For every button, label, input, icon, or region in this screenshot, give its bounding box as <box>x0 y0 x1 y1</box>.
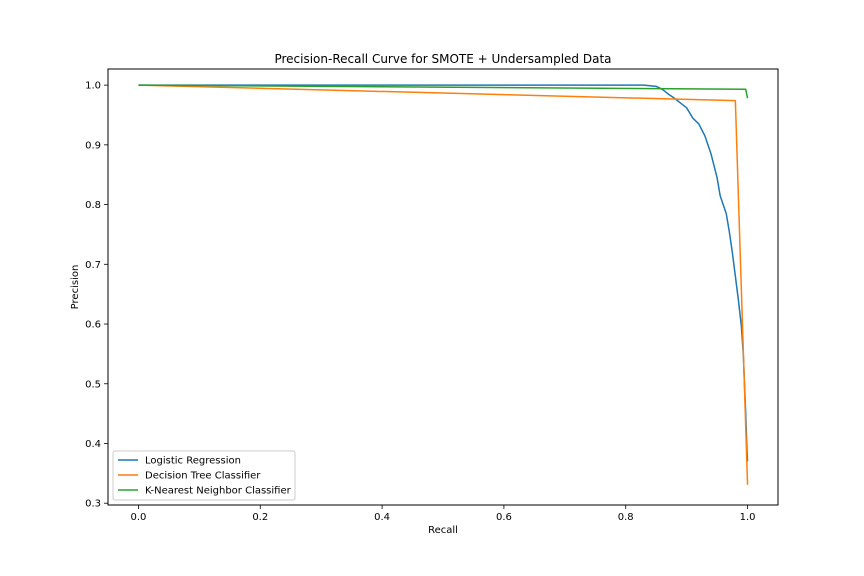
x-tick-label: 0.8 <box>618 512 634 523</box>
y-tick-label: 0.3 <box>85 499 101 510</box>
x-tick-label: 0.6 <box>496 512 512 523</box>
x-axis-label: Recall <box>428 525 458 536</box>
series-line-k-nearest-neighbor-classifier <box>138 84 749 99</box>
y-tick-label: 0.8 <box>85 200 101 211</box>
plot-frame <box>107 68 779 506</box>
legend-label: Logistic Regression <box>145 456 241 467</box>
x-tick-label: 0.4 <box>374 512 390 523</box>
y-axis: 0.3 0.4 0.5 0.6 0.7 0.8 0.9 1.0 <box>85 81 108 510</box>
x-tick-label: 1.0 <box>740 512 756 523</box>
x-tick-label: 0.0 <box>131 512 147 523</box>
x-tick-label: 0.2 <box>252 512 268 523</box>
legend-box <box>112 450 296 501</box>
y-tick-label: 0.6 <box>85 320 101 331</box>
x-axis: 0.0 0.2 0.4 0.6 0.8 1.0 <box>131 505 756 523</box>
y-tick-label: 1.0 <box>85 81 101 92</box>
legend: Logistic Regression Decision Tree Classif… <box>112 450 296 501</box>
legend-label: K-Nearest Neighbor Classifier <box>145 486 292 497</box>
chart-title: Precision-Recall Curve for SMOTE + Under… <box>274 52 611 66</box>
plot-layer <box>138 84 749 485</box>
y-tick-label: 0.5 <box>85 379 101 390</box>
legend-label: Decision Tree Classifier <box>145 471 261 482</box>
y-tick-label: 0.7 <box>85 260 101 271</box>
y-tick-label: 0.9 <box>85 140 101 151</box>
y-tick-label: 0.4 <box>85 439 101 450</box>
series-line-decision-tree-classifier <box>138 84 749 485</box>
y-axis-label: Precision <box>70 265 81 310</box>
